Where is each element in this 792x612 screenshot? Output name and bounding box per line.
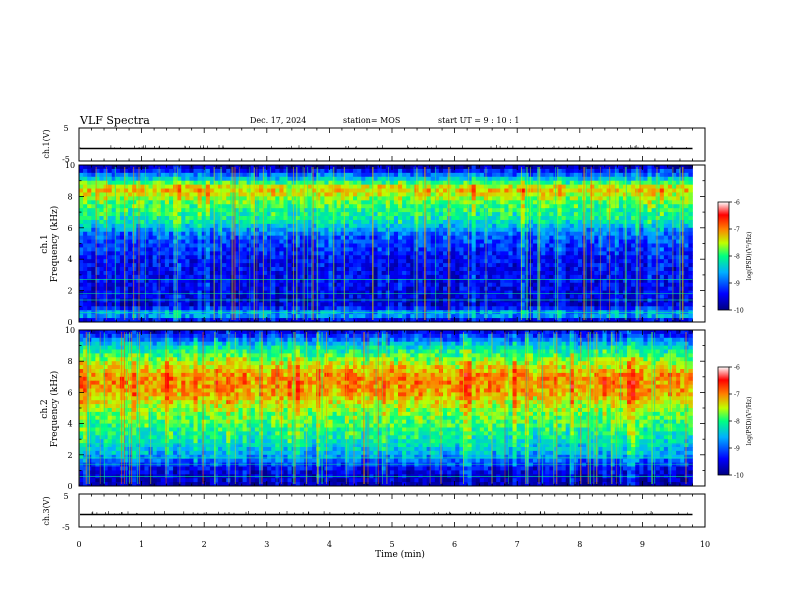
ch1-ytick-bottom: -5 — [62, 155, 70, 164]
ytick-label: 6 — [67, 224, 72, 233]
xtick-label: 0 — [76, 540, 81, 549]
ch3-waveform-panel: 5 -5 ch.3(V) — [42, 492, 706, 532]
ch1-spectrogram-panel: 0 2 4 6 8 10 ch.1 Frequency (kHz) -6 -7 -8 -9 -10… — [40, 161, 753, 327]
ch1-spectrogram-image — [79, 165, 705, 323]
x-axis-label: Time (min) — [375, 549, 425, 560]
colorbar-tick-label: -10 — [734, 308, 744, 315]
colorbar-tick-label: -8 — [734, 254, 740, 261]
colorbar-tick-label: -9 — [734, 281, 740, 288]
colorbar-tick-label: -10 — [734, 473, 744, 480]
ytick-label: 0 — [67, 318, 72, 327]
ch2-spectrogram-panel: 0 2 4 6 8 10 ch.2 Frequency (kHz) -6 -7 -8 -9 -10… — [40, 326, 753, 491]
figure-title: VLF Spectra — [79, 114, 150, 127]
ch2-frequency-label: Frequency (kHz) — [49, 371, 60, 448]
ch1-spectrogram-ticks — [78, 164, 706, 323]
ytick-label: 0 — [67, 482, 72, 491]
colorbar-tick-label: -6 — [734, 200, 740, 207]
ch1-ytick-top: 5 — [63, 124, 68, 133]
ch1-waveform-spikes — [79, 145, 687, 149]
ch1-waveform-ticks — [78, 128, 706, 161]
ch2-colorbar — [717, 366, 730, 476]
ytick-label: 6 — [67, 388, 72, 397]
date-label: Dec. 17, 2024 — [250, 116, 306, 125]
ch1-waveform-panel: 5 -5 ch.1(V) — [42, 124, 706, 164]
colorbar-tick-label: -7 — [734, 392, 740, 399]
xtick-label: 5 — [389, 540, 394, 549]
x-tick-labels: 0 1 2 3 4 5 6 7 8 9 10 — [76, 540, 710, 549]
xtick-label: 7 — [515, 540, 520, 549]
ch1-spectrogram-ytick-labels: 0 2 4 6 8 10 — [65, 161, 75, 327]
ytick-label: 8 — [67, 357, 72, 366]
start-time-label: start UT = 9 : 10 : 1 — [438, 116, 519, 125]
ch3-waveform-spikes — [91, 511, 688, 515]
xtick-label: 6 — [452, 540, 457, 549]
ch3-waveform-ylabel: ch.3(V) — [42, 496, 51, 525]
ch3-ytick-top: 5 — [63, 492, 68, 501]
xtick-label: 10 — [700, 540, 710, 549]
ch2-colorbar-ticks: -6 -7 -8 -9 -10 — [729, 365, 744, 480]
colorbar-tick-label: -9 — [734, 446, 740, 453]
xtick-label: 2 — [202, 540, 207, 549]
xtick-label: 1 — [139, 540, 144, 549]
ch1-colorbar — [717, 201, 730, 311]
station-label: station= MOS — [343, 116, 400, 125]
ch1-waveform-ylabel: ch.1(V) — [42, 129, 51, 158]
colorbar-tick-label: -8 — [734, 419, 740, 426]
ch2-colorbar-label: log(PSD)(V²/Hz) — [746, 397, 753, 446]
ch1-frequency-label: Frequency (kHz) — [49, 206, 60, 283]
ch2-channel-label: ch.2 — [40, 399, 50, 418]
colorbar-tick-label: -6 — [734, 365, 740, 372]
ytick-label: 4 — [67, 255, 72, 264]
ch1-colorbar-label: log(PSD)(V²/Hz) — [746, 232, 753, 281]
ch1-channel-label: ch.1 — [40, 234, 50, 253]
ch3-waveform-ticks — [78, 494, 706, 527]
colorbar-tick-label: -7 — [734, 227, 740, 234]
ytick-label: 2 — [67, 287, 72, 296]
ytick-label: 10 — [65, 161, 75, 170]
ytick-label: 8 — [67, 192, 72, 201]
xtick-label: 9 — [640, 540, 645, 549]
ch2-spectrogram-ticks — [78, 329, 706, 487]
ytick-label: 4 — [67, 420, 72, 429]
xtick-label: 8 — [577, 540, 582, 549]
ch1-colorbar-ticks: -6 -7 -8 -9 -10 — [729, 200, 744, 315]
ytick-label: 2 — [67, 451, 72, 460]
xtick-label: 3 — [264, 540, 269, 549]
ch2-spectrogram-image — [79, 330, 705, 487]
ch3-ytick-bottom: -5 — [62, 523, 70, 532]
ytick-label: 10 — [65, 326, 75, 335]
xtick-label: 4 — [327, 540, 332, 549]
ch2-spectrogram-ytick-labels: 0 2 4 6 8 10 — [65, 326, 75, 491]
